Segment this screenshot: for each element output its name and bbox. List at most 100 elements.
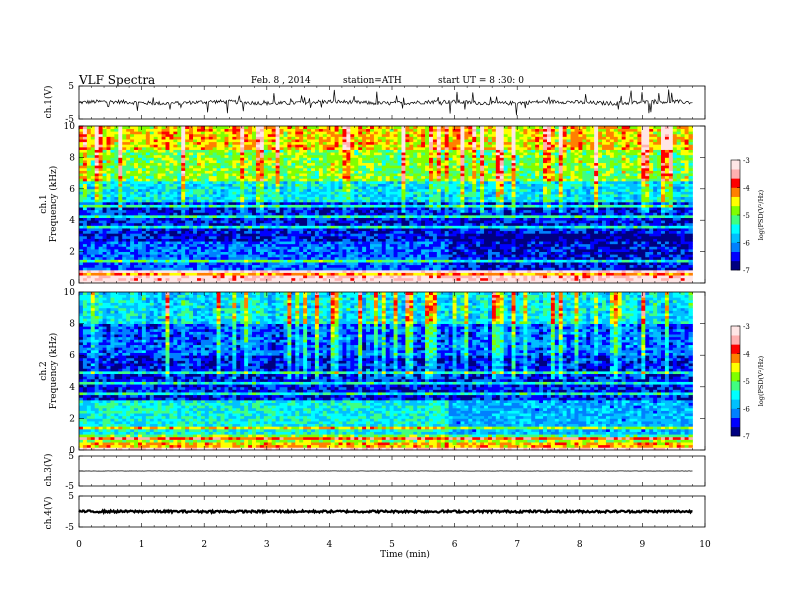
ch1-spectrogram-cell [377,146,383,150]
ch1-spectrogram-cell [141,128,147,132]
ch1-spectrogram-cell [122,167,127,171]
ch1-spectrogram-cell [259,201,265,205]
ch1-spectrogram-cell [216,267,221,271]
ch1-spectrogram-cell [110,178,115,182]
ch1-spectrogram-cell [291,167,296,171]
ch1-spectrogram-cell [267,256,273,260]
ch1-spectrogram-cell [354,220,359,224]
ch1-spectrogram-cell [118,160,123,164]
ch1-spectrogram-cell [189,238,194,242]
ch1-spectrogram-cell [236,277,241,281]
ch1-spectrogram-cell [94,194,100,198]
ch1-spectrogram-cell [110,220,115,224]
ch1-spectrogram-cell [291,220,296,224]
ch1-spectrogram-cell [299,196,304,200]
ch1-spectrogram-cell [275,238,280,242]
ch1-spectrogram-cell [326,175,332,179]
ch1-spectrogram-cell [287,238,292,242]
ch1-spectrogram-cell [216,141,221,145]
ch1-spectrogram-cell [106,126,111,130]
ch1-spectrogram-cell [102,196,107,200]
ch1-spectrogram-cell [330,204,336,208]
ch1-spectrogram-cell [291,183,296,187]
ch1-spectrogram-cell [393,212,398,216]
ch1-spectrogram-cell [149,139,155,143]
ch1-spectrogram-cell [275,131,280,135]
ch1-spectrogram-cell [114,269,119,273]
ch1-spectrogram-cell [161,254,166,258]
ch1-spectrogram-cell [279,230,284,234]
ch1-spectrogram-cell [362,241,367,245]
ch1-spectrogram-cell [307,238,312,242]
ch1-spectrogram-cell [330,152,336,156]
ch1-spectrogram-cell [287,144,292,148]
ch1-spectrogram-cell [366,251,371,255]
ch1-spectrogram-cell [130,191,135,195]
ch1-spectrogram-cell [208,207,214,211]
ch1-spectrogram-cell [204,144,210,148]
ch1-spectrogram-cell [366,154,371,158]
ch1-spectrogram-cell [385,207,391,211]
ch1-spectrogram-cell [173,246,178,250]
ch1-spectrogram-cell [153,139,159,143]
ch1-spectrogram-cell [212,178,218,182]
ch1-spectrogram-cell [185,275,190,279]
ch1-spectrogram-cell [149,238,155,242]
ch1-spectrogram-cell [118,146,123,150]
ch1-spectrogram-cell [153,178,159,182]
ch1-spectrogram-cell [82,152,88,156]
ch1-spectrogram-cell [196,222,202,226]
ch1-spectrogram-cell [318,167,324,171]
ch1-spectrogram-cell [193,141,198,145]
ch1-spectrogram-cell [149,248,155,252]
ch1-spectrogram-cell [346,146,351,150]
ch1-spectrogram-cell [279,183,284,187]
ch1-spectrogram-cell [134,207,139,211]
ch1-spectrogram-cell [122,230,127,234]
ch1-spectrogram-cell [299,251,304,255]
ch1-spectrogram-cell [311,173,316,177]
ch1-spectrogram-cell [114,241,119,245]
ch1-spectrogram-cell [346,167,351,171]
ch1-spectrogram-cell [157,269,162,273]
ch1-spectrogram-cell [287,141,292,145]
ch1-spectrogram-cell [204,254,210,258]
ch1-spectrogram-cell [193,160,198,164]
ch1-spectrogram-cell [149,272,155,276]
ch1-spectrogram-cell [354,230,359,234]
ch1-spectrogram-cell [358,136,363,140]
ch1-spectrogram-cell [299,235,304,239]
ch1-spectrogram-cell [307,212,312,216]
ch1-spectrogram-cell [200,214,206,218]
ch1-spectrogram-cell [102,165,107,169]
ch1-spectrogram-cell [299,173,304,177]
ch1-spectrogram-cell [106,201,111,205]
ch1-spectrogram-cell [322,264,328,268]
ch1-spectrogram-cell [358,180,363,184]
ch1-spectrogram-cell [350,188,355,192]
ch1-spectrogram-cell [354,196,359,200]
ch1-spectrogram-cell [377,230,383,234]
ch1-spectrogram-cell [177,233,182,237]
ch1-spectrogram-cell [196,183,202,187]
ch1-spectrogram-cell [122,157,127,161]
ch1-spectrogram-cell [326,204,332,208]
ch1-spectrogram-cell [307,157,312,161]
ch1-spectrogram-cell [346,222,351,226]
ch1-spectrogram-cell [228,199,233,203]
ch1-spectrogram-cell [255,196,261,200]
ch1-spectrogram-cell [342,146,347,150]
ch1-spectrogram-cell [240,277,245,281]
ch1-spectrogram-cell [342,212,347,216]
ch1-spectrogram-cell [79,157,84,161]
ch1-spectrogram-cell [114,248,119,252]
ch1-spectrogram-cell [342,230,347,234]
ch1-spectrogram-cell [224,194,229,198]
ch1-spectrogram-cell [279,277,284,281]
ch1-spectrogram-cell [189,133,194,137]
ch1-spectrogram-cell [82,262,88,266]
ch1-spectrogram-cell [338,196,343,200]
ch1-spectrogram-cell [381,254,387,258]
ch1-spectrogram-cell [236,133,241,137]
ch1-spectrogram-cell [102,212,107,216]
